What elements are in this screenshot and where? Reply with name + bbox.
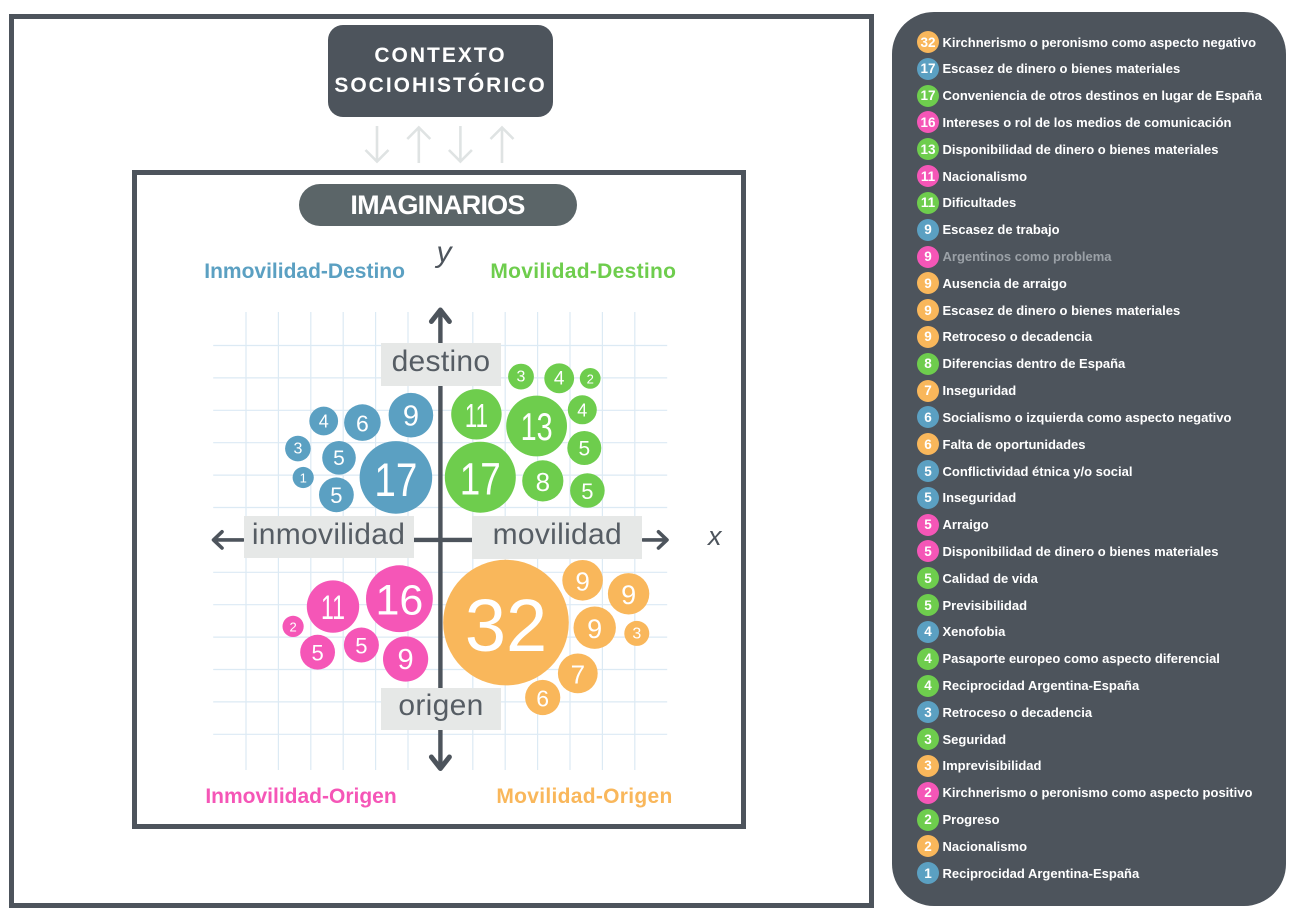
svg-text:5: 5: [355, 633, 367, 658]
svg-text:5: 5: [581, 479, 593, 504]
svg-text:9: 9: [575, 566, 589, 596]
svg-text:6: 6: [536, 685, 549, 711]
svg-text:17: 17: [374, 453, 417, 506]
svg-text:3: 3: [517, 369, 526, 386]
svg-text:1: 1: [300, 471, 307, 486]
svg-text:5: 5: [330, 483, 342, 508]
svg-text:5: 5: [333, 447, 345, 470]
svg-text:11: 11: [465, 397, 488, 434]
svg-text:7: 7: [571, 659, 585, 689]
svg-text:5: 5: [311, 641, 323, 666]
svg-text:4: 4: [554, 369, 565, 390]
svg-text:32: 32: [465, 584, 547, 667]
svg-text:9: 9: [403, 400, 419, 432]
svg-text:13: 13: [521, 406, 553, 449]
svg-text:9: 9: [398, 644, 414, 676]
svg-text:6: 6: [356, 411, 369, 437]
svg-text:16: 16: [375, 576, 423, 624]
svg-text:3: 3: [632, 626, 641, 643]
svg-text:8: 8: [536, 467, 550, 497]
svg-text:11: 11: [321, 589, 345, 627]
svg-text:2: 2: [587, 371, 594, 386]
svg-text:4: 4: [577, 401, 587, 421]
svg-text:3: 3: [293, 441, 302, 458]
svg-text:9: 9: [621, 580, 636, 610]
svg-text:5: 5: [578, 437, 590, 460]
svg-text:9: 9: [587, 614, 602, 644]
svg-text:4: 4: [319, 412, 329, 432]
svg-text:2: 2: [289, 619, 296, 634]
svg-text:17: 17: [460, 454, 501, 505]
